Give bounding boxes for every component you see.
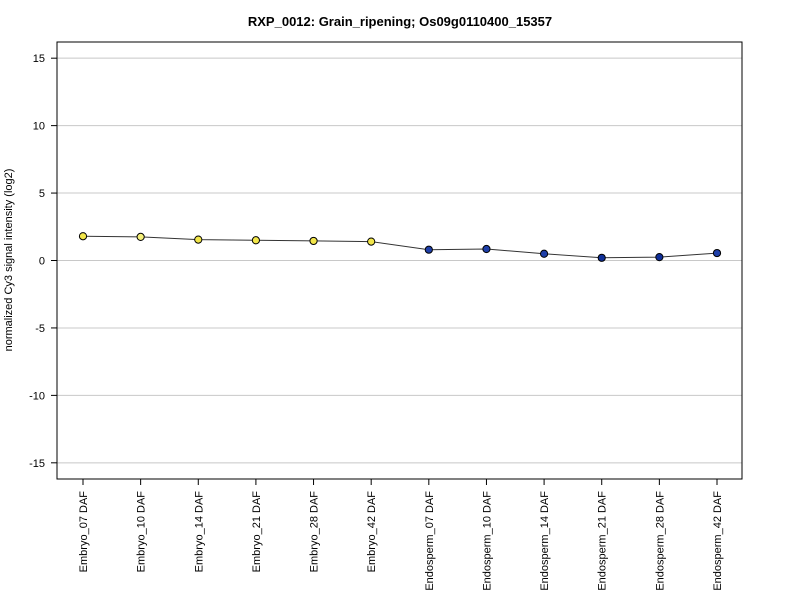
data-point xyxy=(194,235,203,244)
data-point xyxy=(482,244,491,254)
y-tick-label: 10 xyxy=(33,121,45,133)
x-tick-label: Embryo_21 DAF xyxy=(251,491,263,573)
y-tick-label: 5 xyxy=(39,188,45,200)
x-tick-label: Embryo_07 DAF xyxy=(78,491,90,573)
x-tick-label: Endosperm_07 DAF xyxy=(424,491,436,591)
data-point xyxy=(655,253,664,262)
chart-title: RXP_0012: Grain_ripening; Os09g0110400_1… xyxy=(248,14,552,29)
x-tick-label: Endosperm_28 DAF xyxy=(654,491,666,591)
x-tick-label: Endosperm_42 DAF xyxy=(712,491,724,591)
x-tick-label: Endosperm_10 DAF xyxy=(481,491,493,591)
y-tick-label: 0 xyxy=(39,256,45,268)
data-point xyxy=(309,236,318,246)
y-axis-label: normalized Cy3 signal intensity (log2) xyxy=(3,169,15,352)
data-point xyxy=(251,236,261,245)
x-tick-label: Embryo_10 DAF xyxy=(136,491,148,573)
x-tick-label: Embryo_42 DAF xyxy=(366,491,378,573)
y-tick-label: -5 xyxy=(35,323,45,335)
series-line xyxy=(82,235,718,259)
data-points xyxy=(78,232,722,262)
data-point xyxy=(539,249,549,258)
data-point xyxy=(597,253,606,262)
x-tick-label: Endosperm_14 DAF xyxy=(539,491,551,591)
series-polyline xyxy=(82,235,718,259)
y-tick-label: -10 xyxy=(29,390,45,402)
x-tick-label: Embryo_28 DAF xyxy=(309,491,321,573)
x-tick-label: Embryo_14 DAF xyxy=(193,491,205,573)
data-point xyxy=(367,237,376,246)
y-axis: 15 10 5 0 -5 -10 -15 xyxy=(29,53,57,470)
data-point xyxy=(78,232,88,241)
data-point xyxy=(712,248,722,258)
gridlines xyxy=(57,57,742,464)
data-point xyxy=(424,245,433,254)
y-tick-label: -15 xyxy=(29,458,45,470)
y-tick-label: 15 xyxy=(33,53,45,65)
data-point xyxy=(136,232,145,241)
x-axis: Embryo_07 DAF Embryo_10 DAF Embryo_14 DAF E… xyxy=(78,479,724,591)
x-tick-label: Endosperm_21 DAF xyxy=(597,491,609,591)
